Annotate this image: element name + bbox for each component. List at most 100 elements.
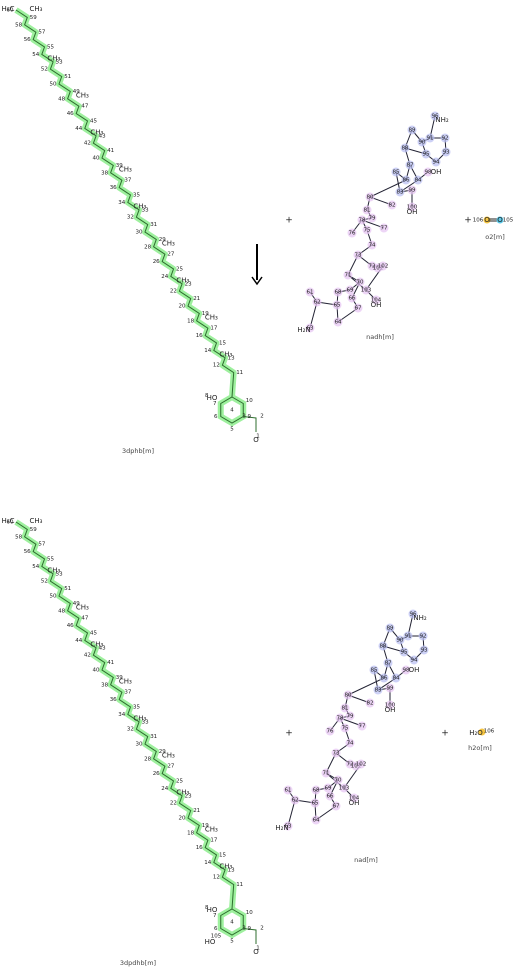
atom-number: 59 [30,527,37,533]
molecule-name: nad[m] [354,856,378,864]
atom-number: 103 [361,288,372,294]
atom-group: CH₃ [47,54,60,62]
atom-number: 8 [205,393,209,399]
atom-number: 44 [75,638,82,644]
atom-number: 40 [93,668,100,674]
atom-group: O [497,216,503,224]
highlight [391,673,401,683]
atom-group: H₂O [469,729,483,737]
highlight [345,738,355,748]
atom-group: CH₃ [119,165,132,173]
atom-group: CH₃ [133,714,146,722]
highlight [365,192,375,202]
atom-number: 83 [397,190,404,196]
atom-number: 102 [356,762,367,768]
atom-number: 100 [407,205,418,211]
atom-number: 51 [64,74,71,80]
highlight [325,726,335,736]
highlight [423,167,433,177]
highlight [283,785,293,795]
highlight [409,655,419,665]
atom-group: CH₃ [176,276,189,284]
atom-group: HO [207,906,218,914]
highlight [399,647,409,657]
highlight [340,703,350,713]
highlight [357,721,367,731]
atom-number: 73 [355,253,362,259]
atom-number: 3 [242,926,246,932]
atom-number: 54 [32,52,39,58]
atom-number: 23 [185,793,192,799]
atom-number: 34 [118,200,125,206]
atom-number: 101 [373,266,384,272]
highlight [383,658,393,668]
atom-number: 48 [58,608,65,614]
atom-number: 18 [187,318,194,324]
atom-number: 4 [230,920,234,926]
bond [15,9,235,398]
highlight [325,791,335,801]
atom-number: 85 [393,170,400,176]
atom-number: 76 [349,231,356,237]
highlight [345,285,355,295]
highlight [385,623,395,633]
atom-number: 10 [246,398,253,404]
molecule-name: o2[m] [485,233,505,241]
atom-group: HO [207,394,218,402]
atom-number: 60 [7,520,14,526]
atom-number: 76 [327,729,334,735]
highlight [343,690,353,700]
atom-number: 69 [347,288,354,294]
atom-number: 17 [210,326,217,332]
atom-number: 37 [124,690,131,696]
atom-number: 55 [47,557,54,563]
highlight [405,160,415,170]
atom-number: 29 [159,237,166,243]
highlight [345,711,355,721]
atom-number: 77 [359,724,366,730]
atom-number: 64 [335,320,342,326]
atom-number: 71 [323,771,330,777]
atom-number: 51 [64,586,71,592]
highlight [357,215,367,225]
highlight [362,205,372,215]
atom-number: 55 [47,45,54,51]
plus: + [441,729,449,739]
highlight [343,270,353,280]
highlight [371,295,381,305]
highlight [305,287,315,297]
atom-number: 65 [312,801,319,807]
atom-group: H₃C [2,517,15,525]
atom-number: 65 [334,303,341,309]
atom-number: 45 [90,119,97,125]
atom-number: 101 [351,764,362,770]
highlight [311,785,321,795]
highlight [323,783,333,793]
atom-number: 15 [219,341,226,347]
atom-number: 39 [116,675,123,681]
atom-number: 11 [236,882,243,888]
atom-number: 95 [401,650,408,656]
atom-number: 10 [246,910,253,916]
highlight [387,200,397,210]
highlight [332,300,342,310]
atom-number: 80 [345,693,352,699]
atom-group: OH [431,168,442,176]
bond [15,521,235,910]
atom-group: CH₃ [47,566,60,574]
atom-number: 98 [425,170,432,176]
atom-number: 6 [214,414,218,420]
atom-number: 63 [285,824,292,830]
atom-number: 57 [38,542,45,548]
atom-group: CH₃ [205,825,218,833]
highlight [331,748,341,758]
highlight [378,641,388,651]
atom-number: 106 [484,729,495,735]
atom-number: 68 [335,290,342,296]
highlight [417,137,427,147]
highlight [361,285,371,295]
bond [347,677,385,696]
bond [220,908,244,936]
atom-number: 27 [167,764,174,770]
highlight [333,775,343,785]
